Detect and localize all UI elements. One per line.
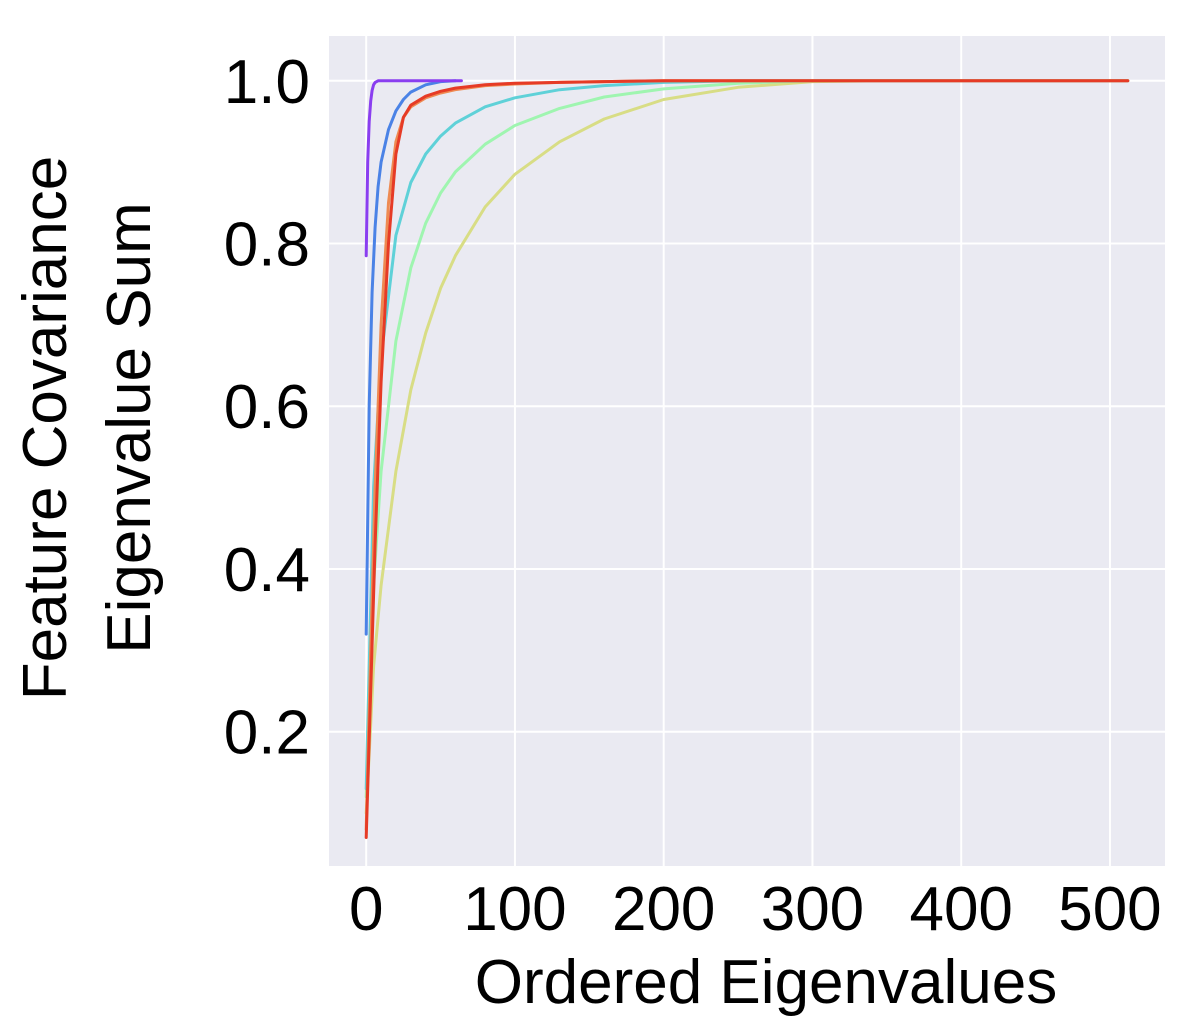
series-lines bbox=[364, 79, 1130, 839]
y-tick-label: 0.8 bbox=[224, 211, 310, 280]
y-tick-label: 1.0 bbox=[224, 48, 310, 117]
x-tick-labels: 0 100 200 300 400 500 bbox=[349, 875, 1162, 944]
plot-area-background bbox=[329, 36, 1165, 866]
x-tick-label: 300 bbox=[761, 875, 864, 944]
series-line-5 bbox=[364, 79, 463, 258]
y-tick-label: 0.6 bbox=[224, 373, 310, 442]
y-axis-label-line-1: Feature Covariance bbox=[11, 156, 80, 701]
y-tick-labels: 0.2 0.4 0.6 0.8 1.0 bbox=[224, 48, 310, 768]
series-line-7 bbox=[364, 79, 1130, 839]
x-tick-label: 400 bbox=[909, 875, 1012, 944]
x-tick-label: 0 bbox=[349, 875, 383, 944]
y-tick-label: 0.4 bbox=[224, 536, 310, 605]
x-axis-label: Ordered Eigenvalues bbox=[475, 948, 1057, 1017]
x-tick-label: 500 bbox=[1058, 875, 1161, 944]
x-tick-label: 200 bbox=[612, 875, 715, 944]
x-tick-label: 100 bbox=[463, 875, 566, 944]
series-line-4 bbox=[364, 79, 457, 636]
y-tick-label: 0.2 bbox=[224, 699, 310, 768]
y-axis-label-line-2: Eigenvalue Sum bbox=[95, 202, 164, 654]
y-axis-label: Feature Covariance Eigenvalue Sum bbox=[11, 156, 164, 701]
